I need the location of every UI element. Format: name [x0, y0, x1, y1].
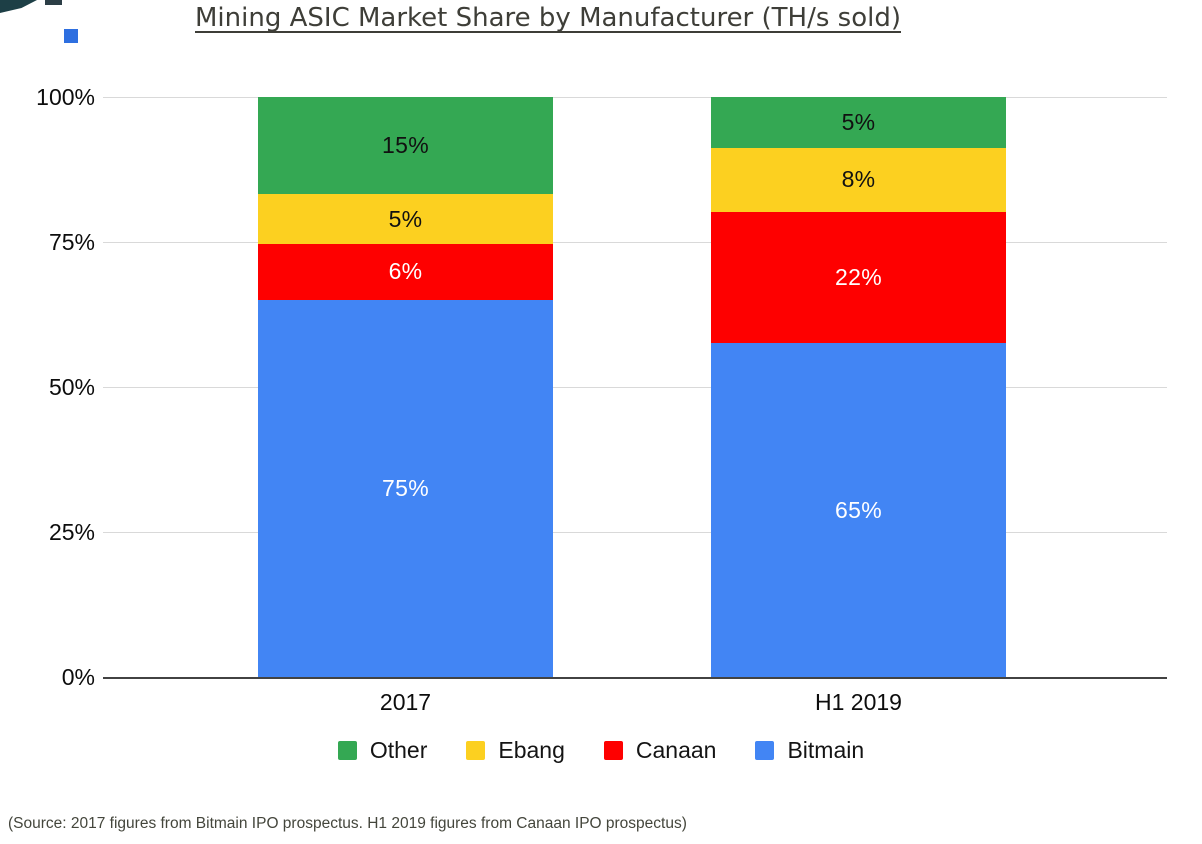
gridline-25	[103, 532, 1167, 533]
legend-item-canaan: Canaan	[603, 737, 717, 764]
bar-segment-canaan: 6%	[258, 244, 553, 300]
x-axis-category-label: 2017	[379, 689, 432, 715]
chart-title: Mining ASIC Market Share by Manufacturer…	[195, 3, 901, 33]
legend-swatch-bitmain	[755, 741, 775, 760]
y-axis-tick-label: 75%	[48, 229, 95, 255]
legend-item-other: Other	[337, 737, 428, 764]
y-axis-tick-label: 50%	[48, 374, 95, 400]
legend-item-ebang: Ebang	[466, 737, 565, 764]
legend-swatch-canaan	[603, 741, 623, 760]
y-axis-tick-label: 0%	[61, 664, 95, 690]
legend-label: Ebang	[498, 737, 565, 763]
cropped-dash-artifact	[45, 0, 62, 5]
bar-segment-other: 5%	[711, 97, 1006, 148]
y-axis-tick-label: 100%	[36, 84, 95, 110]
gridline-75	[103, 242, 1167, 243]
bar-segment-ebang: 5%	[258, 194, 553, 245]
legend-label: Canaan	[635, 737, 717, 763]
bar-segment-bitmain: 65%	[711, 343, 1006, 677]
legend-swatch-other	[337, 741, 357, 760]
source-note: (Source: 2017 figures from Bitmain IPO p…	[8, 815, 687, 832]
chart-title-row: Mining ASIC Market Share by Manufacturer…	[0, 3, 1096, 33]
bar-h1-2019: 5% 8% 22% 65%	[711, 97, 1006, 677]
bar-segment-other: 15%	[258, 97, 553, 195]
bar-2017: 15% 5% 6% 75%	[258, 97, 553, 677]
blue-square-artifact	[64, 29, 78, 43]
bar-segment-canaan: 22%	[711, 212, 1006, 344]
bar-segment-ebang: 8%	[711, 147, 1006, 213]
gridline-0	[103, 677, 1167, 679]
legend-swatch-ebang	[466, 741, 486, 760]
legend-label: Bitmain	[787, 737, 865, 763]
chart-legend: Other Ebang Canaan Bitmain	[0, 737, 1202, 764]
gridline-100	[103, 97, 1167, 98]
x-axis-category-label: H1 2019	[815, 689, 902, 715]
y-axis-tick-label: 25%	[48, 519, 95, 545]
legend-item-bitmain: Bitmain	[755, 737, 864, 764]
legend-label: Other	[369, 737, 428, 763]
bar-segment-bitmain: 75%	[258, 299, 553, 677]
gridline-50	[103, 387, 1167, 388]
